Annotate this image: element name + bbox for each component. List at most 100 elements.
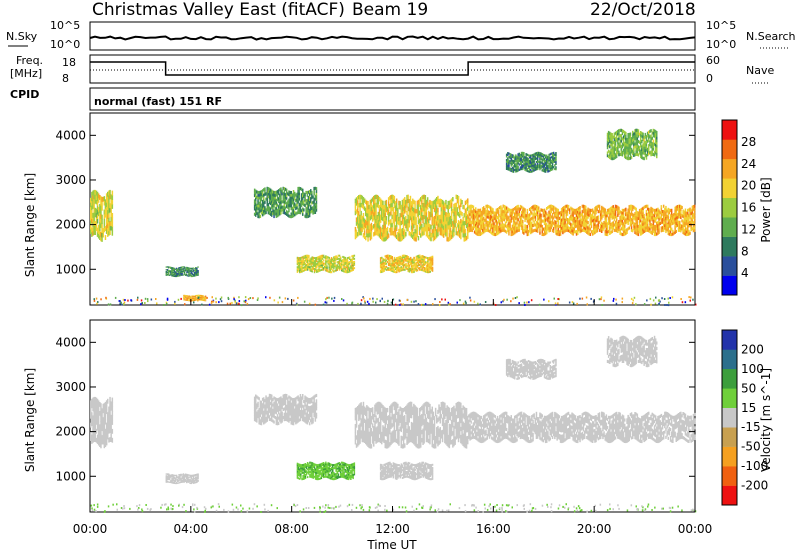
heatmap-cell	[402, 254, 405, 257]
heatmap-cell	[624, 147, 626, 151]
heatmap-cell	[399, 237, 401, 242]
heatmap-cell	[167, 274, 170, 276]
heatmap-cell	[297, 189, 299, 193]
heatmap-cell	[333, 299, 335, 302]
heatmap-cell	[367, 209, 369, 214]
heatmap-cell	[664, 226, 666, 230]
heatmap-cell	[379, 258, 382, 261]
heatmap-cell	[298, 205, 300, 209]
heatmap-cell	[187, 268, 189, 270]
heatmap-cell	[291, 193, 294, 197]
heatmap-cell	[530, 158, 532, 161]
heatmap-cell	[196, 271, 198, 273]
heatmap-cell	[618, 228, 620, 232]
heatmap-cell	[613, 140, 616, 144]
heatmap-cell	[296, 192, 298, 196]
heatmap-cell	[559, 232, 562, 236]
heatmap-cell	[618, 150, 620, 154]
heatmap-cell	[526, 211, 529, 215]
heatmap-cell	[384, 212, 386, 218]
heatmap-cell	[381, 256, 383, 259]
heatmap-cell	[495, 232, 498, 236]
heatmap-cell	[188, 270, 190, 272]
heatmap-cell	[306, 262, 309, 265]
heatmap-cell	[184, 269, 187, 271]
noise-tick-high-right: 10^5	[706, 19, 736, 32]
heatmap-cell	[606, 230, 609, 234]
heatmap-cell	[269, 202, 272, 206]
heatmap-cell	[627, 151, 629, 155]
heatmap-cell	[487, 226, 490, 230]
heatmap-cell	[599, 210, 602, 214]
heatmap-cell	[685, 214, 688, 218]
heatmap-cell	[629, 140, 632, 144]
heatmap-cell	[625, 213, 627, 217]
heatmap-cell	[581, 212, 584, 216]
heatmap-cell	[90, 211, 92, 217]
heatmap-cell	[192, 297, 194, 299]
heatmap-cell	[532, 159, 534, 162]
heatmap-cell	[354, 210, 357, 216]
heatmap-cell	[316, 266, 318, 269]
heatmap-cell	[478, 230, 480, 234]
heatmap-cell	[641, 148, 643, 152]
heatmap-cell	[496, 216, 499, 220]
heatmap-cell	[685, 216, 688, 220]
heatmap-cell	[100, 218, 102, 224]
heatmap-cell	[389, 261, 391, 264]
heatmap-cell	[299, 264, 301, 267]
heatmap-cell	[326, 266, 328, 269]
heatmap-cell	[408, 265, 411, 268]
heatmap-cell	[675, 219, 677, 223]
heatmap-cell	[373, 232, 375, 237]
heatmap-cell	[313, 268, 316, 270]
heatmap-cell	[457, 224, 460, 229]
heatmap-cell	[481, 225, 484, 229]
heatmap-cell	[294, 197, 296, 201]
heatmap-cell	[410, 205, 413, 210]
heatmap-cell	[263, 209, 265, 213]
heatmap-cell	[386, 234, 389, 240]
heatmap-cell	[192, 273, 195, 276]
heatmap-cell	[363, 218, 366, 223]
heatmap-cell	[424, 261, 427, 264]
heatmap-cell	[109, 194, 111, 200]
heatmap-cell	[525, 227, 527, 231]
heatmap-cell	[192, 299, 194, 301]
heatmap-cell	[615, 146, 618, 150]
heatmap-cell	[418, 230, 421, 236]
heatmap-cell	[280, 200, 282, 204]
heatmap-cell	[524, 165, 526, 168]
heatmap-cell	[566, 212, 569, 216]
heatmap-cell	[427, 269, 429, 272]
heatmap-cell	[401, 261, 404, 264]
heatmap-cell	[400, 303, 402, 306]
heatmap-cell	[314, 258, 317, 261]
heatmap-cell	[430, 257, 433, 260]
heatmap-cell	[384, 220, 386, 226]
heatmap-cell	[297, 211, 299, 215]
heatmap-cell	[422, 215, 424, 220]
heatmap-cell	[194, 296, 197, 298]
heatmap-cell	[263, 212, 265, 216]
heatmap-cell	[275, 201, 278, 205]
heatmap-cell	[414, 228, 416, 234]
heatmap-cell	[684, 208, 687, 212]
heatmap-cell	[620, 213, 622, 217]
heatmap-cell	[269, 196, 272, 200]
heatmap-cell	[469, 220, 471, 224]
heatmap-cell	[399, 205, 401, 210]
heatmap-cell	[417, 262, 420, 265]
heatmap-cell	[635, 215, 637, 219]
heatmap-cell	[180, 266, 182, 268]
heatmap-cell	[184, 297, 186, 298]
heatmap-cell	[633, 216, 635, 220]
heatmap-cell	[253, 191, 256, 195]
heatmap-cell	[650, 222, 652, 226]
heatmap-cell	[428, 258, 430, 261]
heatmap-cell	[591, 229, 594, 233]
heatmap-cell	[385, 216, 388, 221]
heatmap-cell	[307, 212, 310, 216]
heatmap-cell	[548, 157, 550, 160]
heatmap-cell	[341, 260, 343, 262]
